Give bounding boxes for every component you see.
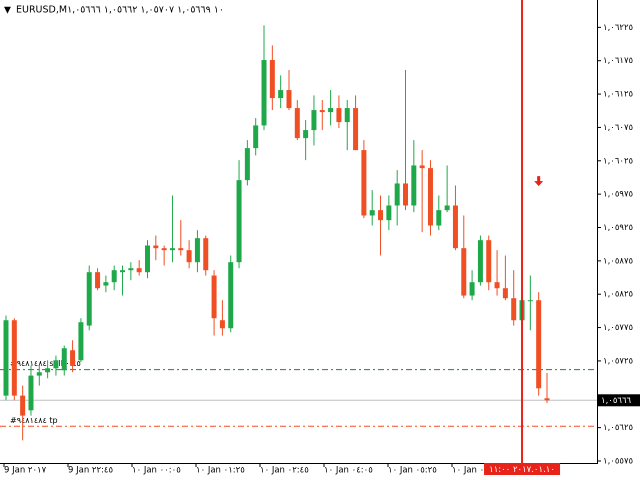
candle-body [278, 90, 284, 99]
y-tick-label: ١,٠٦١٧٥ [603, 56, 633, 66]
y-tick-label: ١,٠٥٧٢٥ [603, 356, 633, 366]
x-tick-label: ١٠ Jan ٠١:٢٥ [196, 466, 245, 476]
candle-body [469, 282, 475, 296]
y-tick-label: ١,٠٦٢٢٥ [603, 23, 633, 33]
candle-body [236, 180, 242, 263]
candle-body [95, 272, 101, 289]
x-tick-label: ١٠ Jan ٠٠:٠٥ [132, 466, 181, 476]
candle-body [452, 205, 458, 249]
candle-body [336, 108, 342, 123]
y-tick-label: ١,٠٥٥٧٥ [603, 456, 633, 466]
candle-body [444, 205, 450, 211]
candle-body [261, 60, 267, 126]
candle-body [36, 372, 42, 376]
candle-body [111, 270, 117, 283]
candle-body [378, 210, 384, 221]
candle-body [419, 165, 425, 169]
x-tick-label: ١٠ Jan ٠٦:٤٥ [452, 466, 501, 476]
candle-body [461, 248, 467, 296]
candle-body [78, 322, 84, 361]
candle-body [244, 148, 250, 181]
candle-body [386, 205, 392, 221]
x-tick-label: 9 Jan ٢٢:٤٥ [68, 466, 113, 476]
candle-body [203, 238, 209, 271]
bid-label-bg [598, 394, 640, 407]
candle-body [136, 268, 142, 273]
candle-body [186, 250, 192, 263]
candle-body [319, 110, 325, 113]
x-tick-label: ١٠ Jan ٠٤:٠٥ [324, 466, 373, 476]
sell-arrow [534, 176, 544, 187]
y-tick-label: ١,٠٦٠٢٥ [603, 156, 633, 166]
symbol-menu[interactable]: ▼ [4, 6, 11, 16]
candle-body [303, 130, 309, 139]
candle-body [86, 272, 92, 326]
candle-body [502, 288, 508, 299]
candle-body [28, 375, 34, 411]
candle-body [20, 395, 26, 416]
candle-body [427, 168, 433, 226]
candle-body [161, 248, 167, 251]
candle-body [103, 282, 109, 286]
candle-body [403, 183, 409, 206]
candle-body [169, 248, 175, 251]
candle-body [153, 245, 159, 249]
candle-body [53, 360, 59, 369]
candle-body [353, 108, 359, 151]
candle-body [228, 262, 234, 329]
candle-body [511, 298, 517, 321]
candle-body [219, 320, 225, 329]
y-tick-label: ١,٠٥٨٢٥ [603, 290, 633, 300]
candle-body [394, 183, 400, 206]
cursor-label-bg [484, 463, 561, 475]
candle-body [344, 108, 350, 123]
candle-body [369, 210, 375, 216]
candle-body [11, 320, 17, 396]
candle-body [61, 348, 67, 371]
chart-title: EURUSD,M١٠ ١,٠٥٦٦٩ ١,٠٥٧٠٧ ١,٠٥٦٦٢ ١,٠٥٦… [16, 5, 224, 16]
candle-body [70, 350, 76, 366]
candle-body [536, 300, 542, 389]
order-label: #٩٤٨١٤٨٤ sell ٠.٤٥ [10, 359, 81, 368]
candle-body [211, 275, 217, 319]
candle-body [269, 60, 275, 99]
y-tick-label: ١,٠٦١٢٥ [603, 90, 633, 100]
x-tick-label: 9 Jan ٢٠١٧ [4, 466, 47, 476]
candle-body [527, 300, 533, 302]
x-tick-label: ١٠ Jan ٠٢:٤٥ [260, 466, 309, 476]
x-tick-label: ١٠ Jan ٠٥:٢٥ [388, 466, 437, 476]
candle-body [311, 110, 317, 131]
candle-body [120, 270, 126, 273]
candle-body [477, 240, 483, 283]
y-tick-label: ١,٠٦٠٧٥ [603, 123, 633, 133]
candle-body [253, 125, 259, 149]
candle-body [436, 210, 442, 226]
candle-body [411, 165, 417, 206]
candle-body [178, 248, 184, 251]
y-tick-label: ١,٠٥٩٢٥ [603, 223, 633, 233]
y-tick-label: ١,٠٥٧٧٥ [603, 323, 633, 333]
cursor-label: ٢٠١٧.٠١.١٠ ١١:٠٠ [489, 465, 555, 475]
order-label: #٩٤٨١٤٨٤ tp [10, 416, 58, 425]
candle-body [361, 150, 367, 216]
candle-body [494, 282, 500, 289]
candle-body [128, 268, 134, 271]
candle-body [294, 108, 300, 139]
candle-body [194, 238, 200, 263]
candle-body [328, 108, 334, 113]
candle-body [144, 245, 150, 273]
y-tick-label: ١,٠٥٩٧٥ [603, 190, 633, 200]
candle-body [45, 368, 51, 373]
candle-body [544, 398, 550, 401]
candle-body [286, 90, 292, 109]
candle-body [3, 320, 9, 396]
bid-label: ١,٠٥٦٦٦ [601, 396, 632, 406]
y-tick-label: ١,٠٥٨٧٥ [603, 256, 633, 266]
y-tick-label: ١,٠٥٦٢٥ [603, 423, 633, 433]
candle-body [486, 240, 492, 283]
